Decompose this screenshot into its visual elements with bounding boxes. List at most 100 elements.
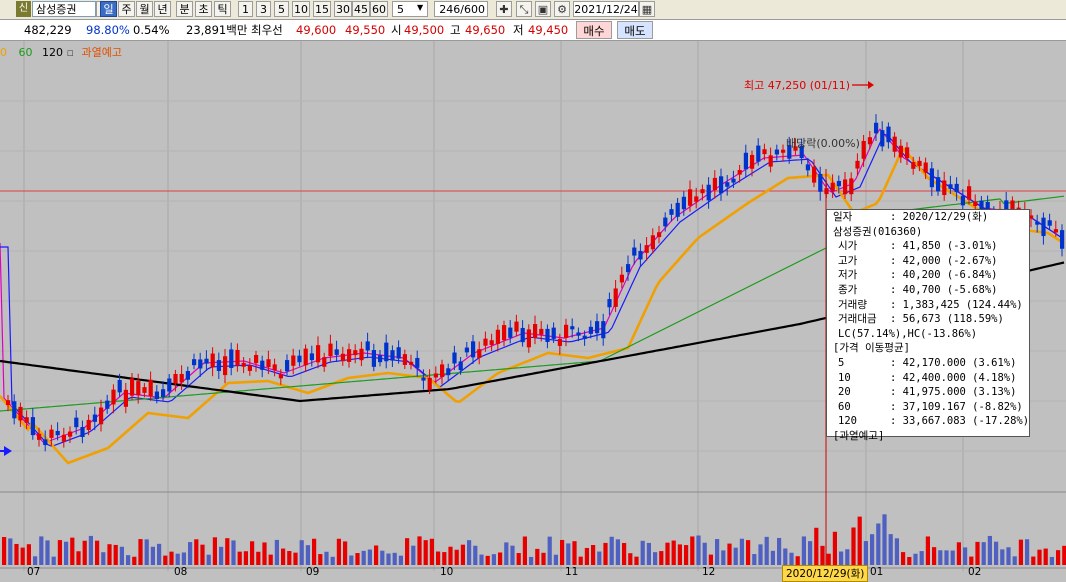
candle: [483, 331, 488, 352]
candle: [173, 369, 178, 392]
unit-select[interactable]: 5: [392, 1, 428, 17]
candle: [1053, 220, 1058, 237]
candle-body: [266, 359, 271, 368]
volume-bar: [473, 545, 478, 565]
candle: [223, 349, 228, 384]
candle: [285, 354, 290, 376]
candle: [241, 357, 246, 374]
period-button-month[interactable]: 월: [136, 1, 153, 17]
candle: [564, 318, 569, 347]
volume-bar: [398, 555, 403, 565]
save-icon[interactable]: ▣: [535, 1, 551, 17]
candle-body: [911, 162, 916, 169]
volume-bar: [640, 540, 645, 565]
volume-bar: [994, 541, 999, 565]
volume-bar: [386, 553, 391, 565]
candle: [123, 382, 128, 414]
period-button-year[interactable]: 년: [154, 1, 171, 17]
stock-name-field[interactable]: 삼성증권: [32, 1, 96, 17]
volume-bar: [26, 544, 31, 565]
candle-body: [929, 168, 934, 188]
candle-body: [936, 177, 941, 192]
candle-body: [18, 406, 23, 421]
stock-chart[interactable]: 최고 47,250 (01/11) 배당락(0.00%): [0, 41, 1066, 578]
volume-bar: [832, 531, 837, 565]
candle-body: [402, 354, 407, 365]
minute-button-5[interactable]: 5: [274, 1, 289, 17]
minute-button-45[interactable]: 45: [352, 1, 370, 17]
minute-button-15[interactable]: 15: [313, 1, 331, 17]
candle-body: [539, 328, 544, 335]
period-button-week[interactable]: 주: [118, 1, 135, 17]
candle-body: [830, 182, 835, 192]
chevron-down-icon[interactable]: ▼: [417, 3, 424, 12]
candle-body: [898, 145, 903, 158]
minute-button-60[interactable]: 60: [370, 1, 388, 17]
candle: [694, 187, 699, 209]
period-button-day[interactable]: 일: [100, 1, 117, 17]
candle: [477, 341, 482, 365]
candle: [61, 427, 66, 448]
candle-body: [1060, 230, 1065, 249]
candle: [74, 410, 79, 435]
volume-bar: [1031, 556, 1036, 565]
candle: [309, 345, 314, 367]
minute-button-10[interactable]: 10: [292, 1, 310, 17]
gear-icon[interactable]: ⚙: [554, 1, 570, 17]
volume-bar: [467, 540, 472, 565]
candle-body: [359, 348, 364, 361]
candle: [402, 349, 407, 369]
candle: [266, 350, 271, 375]
calendar-icon[interactable]: ▦: [639, 1, 655, 17]
volume-bar: [969, 556, 974, 565]
candle-body: [514, 321, 519, 332]
volume-bar: [597, 551, 602, 565]
candle: [613, 279, 618, 313]
volume-bar: [894, 538, 899, 565]
candle-body: [334, 349, 339, 355]
candle-body: [805, 164, 810, 171]
candle: [588, 320, 593, 339]
candle: [917, 156, 922, 172]
count-field[interactable]: 246/600: [434, 1, 488, 17]
volume-bar: [281, 548, 286, 565]
candle-body: [681, 196, 686, 210]
volume-bar: [138, 539, 143, 565]
buy-button[interactable]: 매수: [576, 21, 612, 39]
volume-bar: [361, 550, 366, 565]
volume-bar: [57, 540, 62, 565]
volume-bar: [715, 539, 720, 565]
minute-button-30[interactable]: 30: [334, 1, 352, 17]
period-button-tick[interactable]: 틱: [214, 1, 231, 17]
date-field[interactable]: 2021/12/24: [573, 1, 639, 17]
candle-body: [508, 327, 513, 338]
candle: [229, 342, 234, 376]
candle-body: [706, 184, 711, 201]
candle: [12, 394, 17, 425]
volume-bar: [144, 539, 149, 565]
period-button-minute[interactable]: 분: [176, 1, 193, 17]
volume-bar: [603, 542, 608, 565]
candle-body: [1029, 215, 1034, 219]
volume-bar: [336, 538, 341, 565]
line-tool-icon[interactable]: ⤡: [516, 1, 532, 17]
minute-button-1[interactable]: 1: [238, 1, 253, 17]
volume-bar: [801, 536, 806, 565]
minute-button-3[interactable]: 3: [256, 1, 271, 17]
tooltip-key: 시가: [838, 240, 858, 253]
volume-bar: [1062, 545, 1066, 565]
period-button-second[interactable]: 초: [195, 1, 212, 17]
candle: [297, 349, 302, 367]
candle-body: [136, 381, 141, 396]
candle: [533, 315, 538, 345]
sell-button[interactable]: 매도: [617, 21, 653, 39]
candle-body: [365, 341, 370, 351]
volume-bar: [504, 542, 509, 565]
candle: [272, 358, 277, 377]
volume-bar: [851, 527, 856, 565]
candle: [303, 344, 308, 372]
candle: [1047, 213, 1052, 230]
crosshair-icon[interactable]: ✚: [496, 1, 512, 17]
new-badge[interactable]: 신: [16, 1, 31, 17]
candle: [55, 422, 60, 441]
